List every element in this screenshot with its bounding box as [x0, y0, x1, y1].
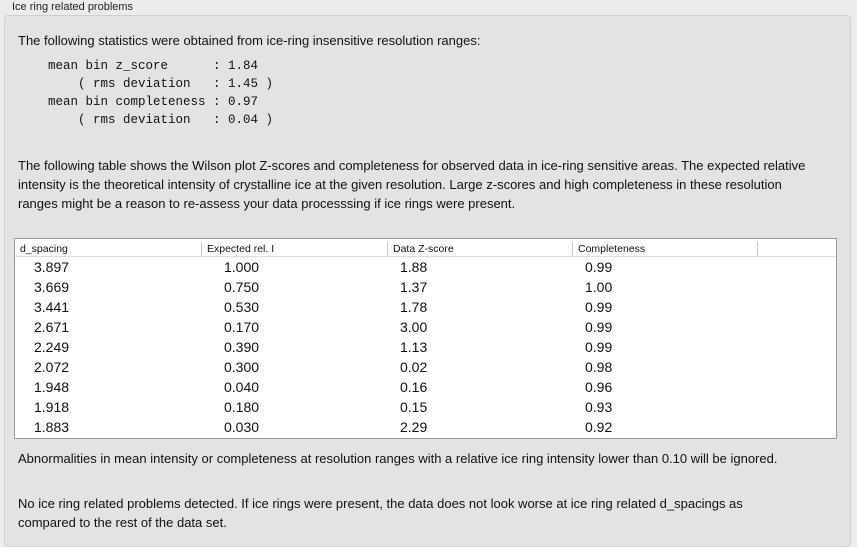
- cell-expected-rel-i: 0.530: [224, 299, 260, 315]
- cell-expected-rel-i: 0.170: [224, 319, 260, 335]
- cell-completeness: 0.92: [585, 419, 613, 435]
- table-row[interactable]: 1.918 0.180 0.15 0.93: [15, 397, 836, 417]
- cell-data-z-score: 0.02: [400, 359, 428, 375]
- cell-data-z-score: 3.00: [400, 319, 428, 335]
- cell-data-z-score: 1.13: [400, 339, 428, 355]
- column-header-data-z-score[interactable]: Data Z-score: [387, 242, 573, 256]
- table-row[interactable]: 1.948 0.040 0.16 0.96: [15, 377, 836, 397]
- stat-line: ( rms deviation : 1.45 ): [48, 77, 274, 91]
- cell-d-spacing: 2.671: [34, 319, 70, 335]
- cell-d-spacing: 3.669: [34, 279, 70, 295]
- column-header-d-spacing[interactable]: d_spacing: [20, 243, 68, 255]
- table-row[interactable]: 3.897 1.000 1.88 0.99: [15, 257, 836, 277]
- cell-data-z-score: 1.78: [400, 299, 428, 315]
- cell-d-spacing: 3.897: [34, 259, 70, 275]
- table-row[interactable]: 2.072 0.300 0.02 0.98: [15, 357, 836, 377]
- cell-d-spacing: 2.249: [34, 339, 70, 355]
- cell-completeness: 0.99: [585, 299, 613, 315]
- stat-line: mean bin z_score : 1.84: [48, 59, 259, 73]
- stats-block: mean bin z_score : 1.84 ( rms deviation …: [48, 57, 273, 129]
- column-header-expected-rel-i[interactable]: Expected rel. I: [201, 242, 387, 256]
- cell-data-z-score: 0.15: [400, 399, 428, 415]
- cell-data-z-score: 1.88: [400, 259, 428, 275]
- table-row[interactable]: 3.441 0.530 1.78 0.99: [15, 297, 836, 317]
- cell-completeness: 0.93: [585, 399, 613, 415]
- column-header-completeness[interactable]: Completeness: [572, 242, 758, 256]
- table-row[interactable]: 3.669 0.750 1.37 1.00: [15, 277, 836, 297]
- table-row[interactable]: 1.883 0.030 2.29 0.92: [15, 417, 836, 437]
- cell-expected-rel-i: 0.040: [224, 379, 260, 395]
- conclusion-text: No ice ring related problems detected. I…: [18, 496, 743, 530]
- cell-completeness: 1.00: [585, 279, 613, 295]
- cell-expected-rel-i: 0.390: [224, 339, 260, 355]
- cell-d-spacing: 3.441: [34, 299, 70, 315]
- cell-expected-rel-i: 0.030: [224, 419, 260, 435]
- cell-data-z-score: 1.37: [400, 279, 428, 295]
- cell-d-spacing: 1.948: [34, 379, 70, 395]
- stat-line: mean bin completeness : 0.97: [48, 95, 259, 109]
- cell-completeness: 0.99: [585, 259, 613, 275]
- ice-ring-table[interactable]: d_spacing Expected rel. I Data Z-score C…: [14, 238, 837, 439]
- cell-d-spacing: 1.883: [34, 419, 70, 435]
- cell-expected-rel-i: 0.750: [224, 279, 260, 295]
- cell-completeness: 0.99: [585, 339, 613, 355]
- cell-expected-rel-i: 0.180: [224, 399, 260, 415]
- cell-expected-rel-i: 0.300: [224, 359, 260, 375]
- cell-data-z-score: 2.29: [400, 419, 428, 435]
- cell-completeness: 0.96: [585, 379, 613, 395]
- cell-expected-rel-i: 1.000: [224, 259, 260, 275]
- cell-completeness: 0.98: [585, 359, 613, 375]
- note-text: Abnormalities in mean intensity or compl…: [18, 451, 778, 466]
- table-row[interactable]: 2.249 0.390 1.13 0.99: [15, 337, 836, 357]
- cell-data-z-score: 0.16: [400, 379, 428, 395]
- table-header: d_spacing Expected rel. I Data Z-score C…: [15, 241, 836, 257]
- cell-d-spacing: 2.072: [34, 359, 70, 375]
- intro-text: The following statistics were obtained f…: [18, 33, 481, 48]
- group-title: Ice ring related problems: [12, 1, 134, 13]
- table-row[interactable]: 2.671 0.170 3.00 0.99: [15, 317, 836, 337]
- cell-d-spacing: 1.918: [34, 399, 70, 415]
- stat-line: ( rms deviation : 0.04 ): [48, 113, 274, 127]
- cell-completeness: 0.99: [585, 319, 613, 335]
- column-header-empty: [757, 242, 833, 256]
- table-description: The following table shows the Wilson plo…: [18, 158, 806, 211]
